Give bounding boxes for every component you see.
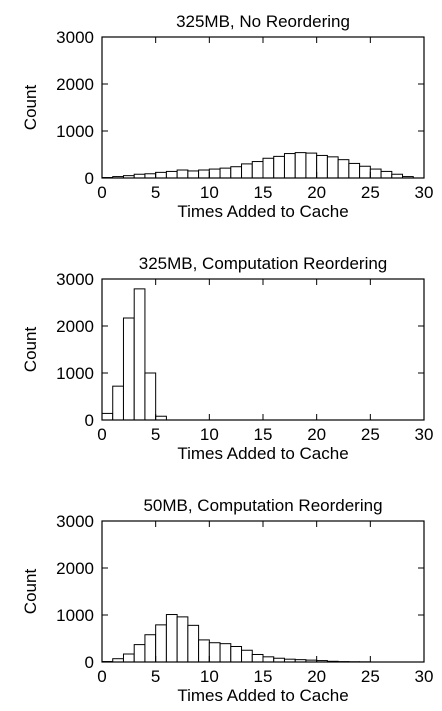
histogram-bar: [326, 156, 339, 179]
histogram-bar: [198, 639, 210, 663]
histogram-bar: [208, 168, 221, 179]
x-tick-label: 5: [151, 425, 160, 444]
histogram-bar: [251, 653, 264, 663]
y-tick-label: 2000: [56, 559, 94, 578]
x-tick-label: 20: [307, 667, 326, 686]
x-tick-label: 25: [361, 183, 380, 202]
histogram-bar: [187, 170, 200, 179]
histogram-bar: [359, 165, 371, 179]
y-tick-label: 3000: [56, 270, 94, 289]
x-tick-label: 10: [200, 667, 219, 686]
histogram-bar: [133, 644, 146, 663]
x-tick-label: 30: [415, 667, 434, 686]
chart-title: 50MB, Computation Reordering: [143, 496, 382, 515]
histogram-bar: [262, 157, 275, 179]
chart-title: 325MB, No Reordering: [176, 12, 350, 31]
x-tick-label: 30: [415, 425, 434, 444]
x-tick-label: 15: [254, 425, 273, 444]
x-tick-label: 15: [254, 667, 273, 686]
y-tick-label: 0: [85, 169, 94, 188]
y-tick-label: 3000: [56, 28, 94, 47]
histogram-bar: [348, 162, 361, 179]
y-axis-label: Count: [21, 327, 40, 373]
x-tick-label: 5: [151, 183, 160, 202]
histogram-bar: [101, 412, 114, 421]
histogram-bar: [112, 385, 124, 421]
histogram-bar: [337, 159, 350, 179]
x-tick-label: 0: [97, 667, 106, 686]
histogram-bar: [165, 614, 178, 663]
histogram-bar: [165, 170, 178, 179]
x-tick-label: 20: [307, 425, 326, 444]
histogram-bar: [198, 169, 210, 179]
plot-frame: [101, 36, 425, 179]
histogram-bar: [230, 645, 243, 663]
histogram-bar: [283, 153, 296, 179]
histogram-bar: [219, 643, 232, 663]
histogram-bar: [122, 317, 135, 421]
y-tick-label: 0: [85, 411, 94, 430]
x-tick-label: 5: [151, 667, 160, 686]
x-tick-label: 15: [254, 183, 273, 202]
histogram-bar: [230, 166, 243, 179]
histogram-bar: [155, 171, 167, 179]
y-axis-label: Count: [21, 569, 40, 615]
histogram-bar: [144, 634, 157, 663]
histogram-bar: [155, 624, 167, 663]
histogram-bar: [122, 653, 135, 663]
y-tick-label: 2000: [56, 75, 94, 94]
histogram-bar: [241, 649, 253, 663]
y-tick-label: 3000: [56, 512, 94, 531]
histogram-panel-2: 0 5 10 15 20 25 30 0 1000 2000 3000 325MB, Computat…: [21, 254, 433, 463]
histogram-bar: [294, 152, 307, 179]
x-tick-label: 0: [97, 183, 106, 202]
x-tick-label: 10: [200, 425, 219, 444]
chart-title: 325MB, Computation Reordering: [139, 254, 388, 273]
histogram-bar: [305, 152, 318, 179]
y-tick-label: 2000: [56, 317, 94, 336]
x-tick-label: 20: [307, 183, 326, 202]
histogram-bar: [380, 170, 393, 179]
histogram-bar: [273, 155, 285, 179]
x-tick-label: 10: [200, 183, 219, 202]
y-tick-label: 1000: [56, 606, 94, 625]
histogram-bar: [187, 624, 200, 663]
histogram-bar: [133, 288, 146, 421]
histogram-bar: [208, 642, 221, 663]
y-tick-label: 1000: [56, 364, 94, 383]
y-tick-label: 0: [85, 653, 94, 672]
histogram-bar: [144, 372, 157, 421]
y-tick-label: 1000: [56, 122, 94, 141]
x-tick-label: 30: [415, 183, 434, 202]
histogram-bar: [369, 168, 382, 179]
histogram-bar: [241, 163, 253, 179]
x-tick-label: 0: [97, 425, 106, 444]
histogram-bar: [176, 616, 189, 663]
x-tick-label: 25: [361, 667, 380, 686]
histogram-bar: [144, 173, 157, 179]
histogram-bar: [316, 154, 328, 179]
y-axis-label: Count: [21, 85, 40, 131]
histogram-panel-1: 0 5 10 15 20 25 30 0 1000 2000 3000 325MB, No Reord…: [21, 12, 433, 221]
histogram-panel-3: 0 5 10 15 20 25 30 0 1000 2000 3000 50MB, Computati…: [21, 496, 433, 705]
x-axis-label: Times Added to Cache: [177, 202, 348, 221]
x-tick-label: 25: [361, 425, 380, 444]
histogram-bar: [262, 656, 275, 663]
histogram-bar: [176, 169, 189, 179]
x-axis-label: Times Added to Cache: [177, 686, 348, 705]
histogram-bar: [219, 167, 232, 179]
x-axis-label: Times Added to Cache: [177, 444, 348, 463]
histogram-bar: [251, 161, 264, 179]
